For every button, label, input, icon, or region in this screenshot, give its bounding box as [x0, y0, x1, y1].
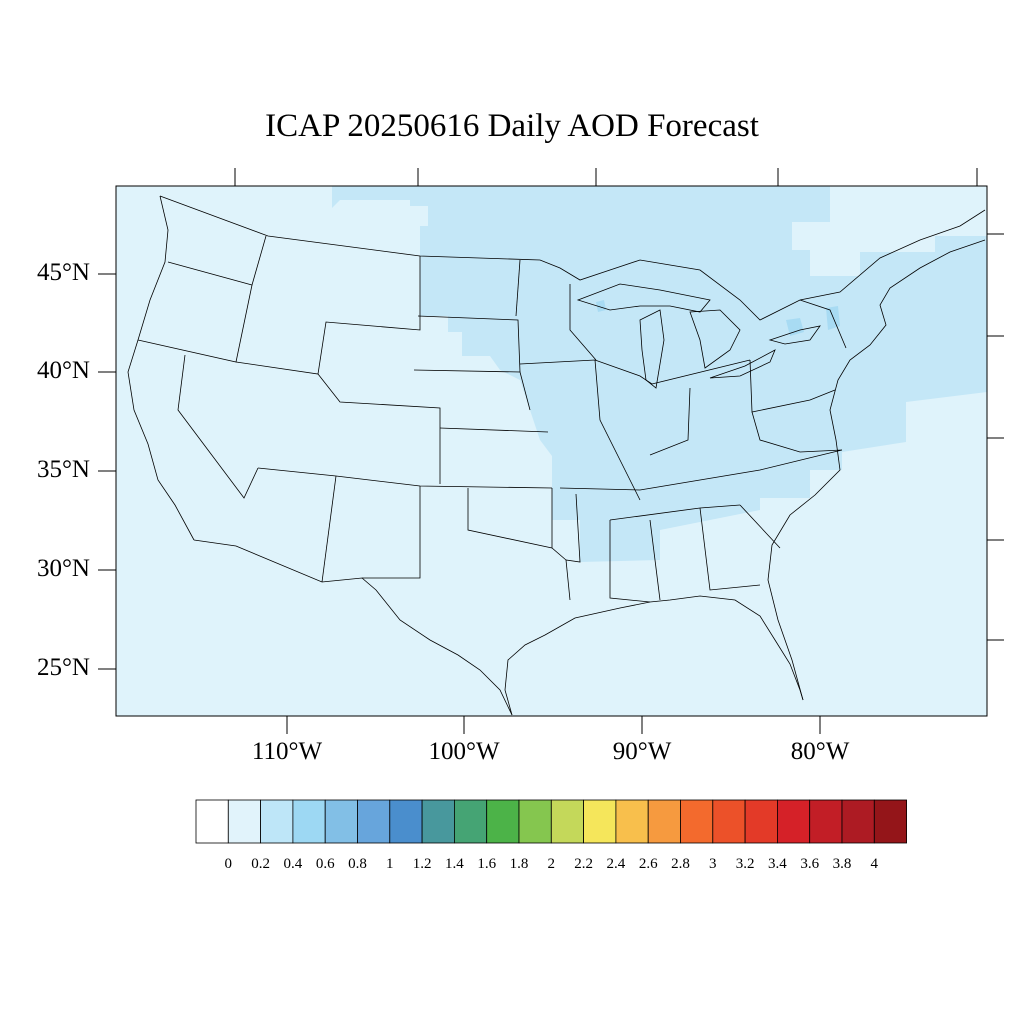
colorbar-tick-label: 1.8 [509, 856, 529, 872]
colorbar-box [227, 799, 262, 844]
colorbar-tick-label: 1 [386, 856, 394, 872]
colorbar-tick-label: 0.4 [283, 856, 303, 872]
colorbar-box [421, 799, 455, 844]
colorbar-box [453, 799, 488, 844]
bottom-ticks [286, 716, 821, 734]
colorbar-box [260, 799, 294, 844]
colorbar [195, 799, 907, 844]
colorbar-box [841, 799, 875, 844]
colorbar-tick-label: 1.2 [412, 856, 432, 872]
left-ticks [98, 273, 116, 670]
colorbar-tick-label: 2.6 [638, 856, 658, 872]
colorbar-box [357, 799, 391, 844]
colorbar-box [324, 799, 358, 844]
colorbar-box [712, 799, 746, 844]
colorbar-box [777, 799, 811, 844]
right-ticks [987, 233, 1004, 641]
colorbar-tick-label: 1.4 [445, 856, 464, 872]
lat-label-25n: 25°N [36, 654, 90, 681]
colorbar-tick-label: 0.2 [251, 856, 270, 872]
colorbar-tick-label: 2.2 [574, 856, 593, 872]
colorbar-box [583, 799, 617, 844]
lat-label-35n: 35°N [36, 456, 90, 483]
lat-label-30n: 30°N [36, 555, 90, 582]
colorbar-box [518, 799, 552, 844]
colorbar-tick-label: 3.2 [735, 856, 755, 872]
colorbar-tick-label: 4 [870, 856, 879, 872]
colorbar-tick-label: 3.6 [800, 856, 820, 872]
colorbar-tick-label: 1.6 [477, 856, 497, 872]
colorbar-tick-label: 0 [224, 856, 233, 872]
colorbar-box [195, 799, 229, 844]
colorbar-box [615, 799, 649, 844]
colorbar-box [292, 799, 326, 844]
colorbar-tick-label: 3.8 [832, 856, 852, 872]
colorbar-tick-label: 2 [547, 856, 556, 872]
lon-label-100w: 100°W [428, 738, 500, 765]
colorbar-box [809, 799, 843, 844]
lat-label-45n: 45°N [36, 259, 90, 286]
colorbar-box [680, 799, 714, 844]
colorbar-box [647, 799, 681, 844]
map-frame [115, 185, 988, 717]
colorbar-tick-label: 2.4 [606, 856, 626, 872]
colorbar-tick-label: 3 [709, 856, 717, 872]
lon-label-80w: 80°W [790, 738, 850, 765]
colorbar-box [486, 799, 520, 844]
colorbar-tick-label: 0.8 [348, 856, 367, 872]
colorbar-box [550, 799, 584, 844]
map-title: ICAP 20250616 Daily AOD Forecast [265, 108, 759, 144]
colorbar-box [744, 799, 778, 844]
map-borders [127, 195, 986, 716]
colorbar-box [389, 799, 423, 844]
colorbar-box [873, 799, 907, 844]
lon-label-90w: 90°W [612, 738, 672, 765]
colorbar-tick-label: 3.4 [768, 856, 787, 872]
colorbar-tick-label: 0.6 [315, 856, 335, 872]
top-ticks [234, 168, 978, 186]
lon-label-110w: 110°W [251, 738, 323, 765]
colorbar-tick-label: 2.8 [671, 856, 690, 872]
aod-patches [596, 300, 840, 336]
lat-label-40n: 40°N [36, 357, 90, 384]
